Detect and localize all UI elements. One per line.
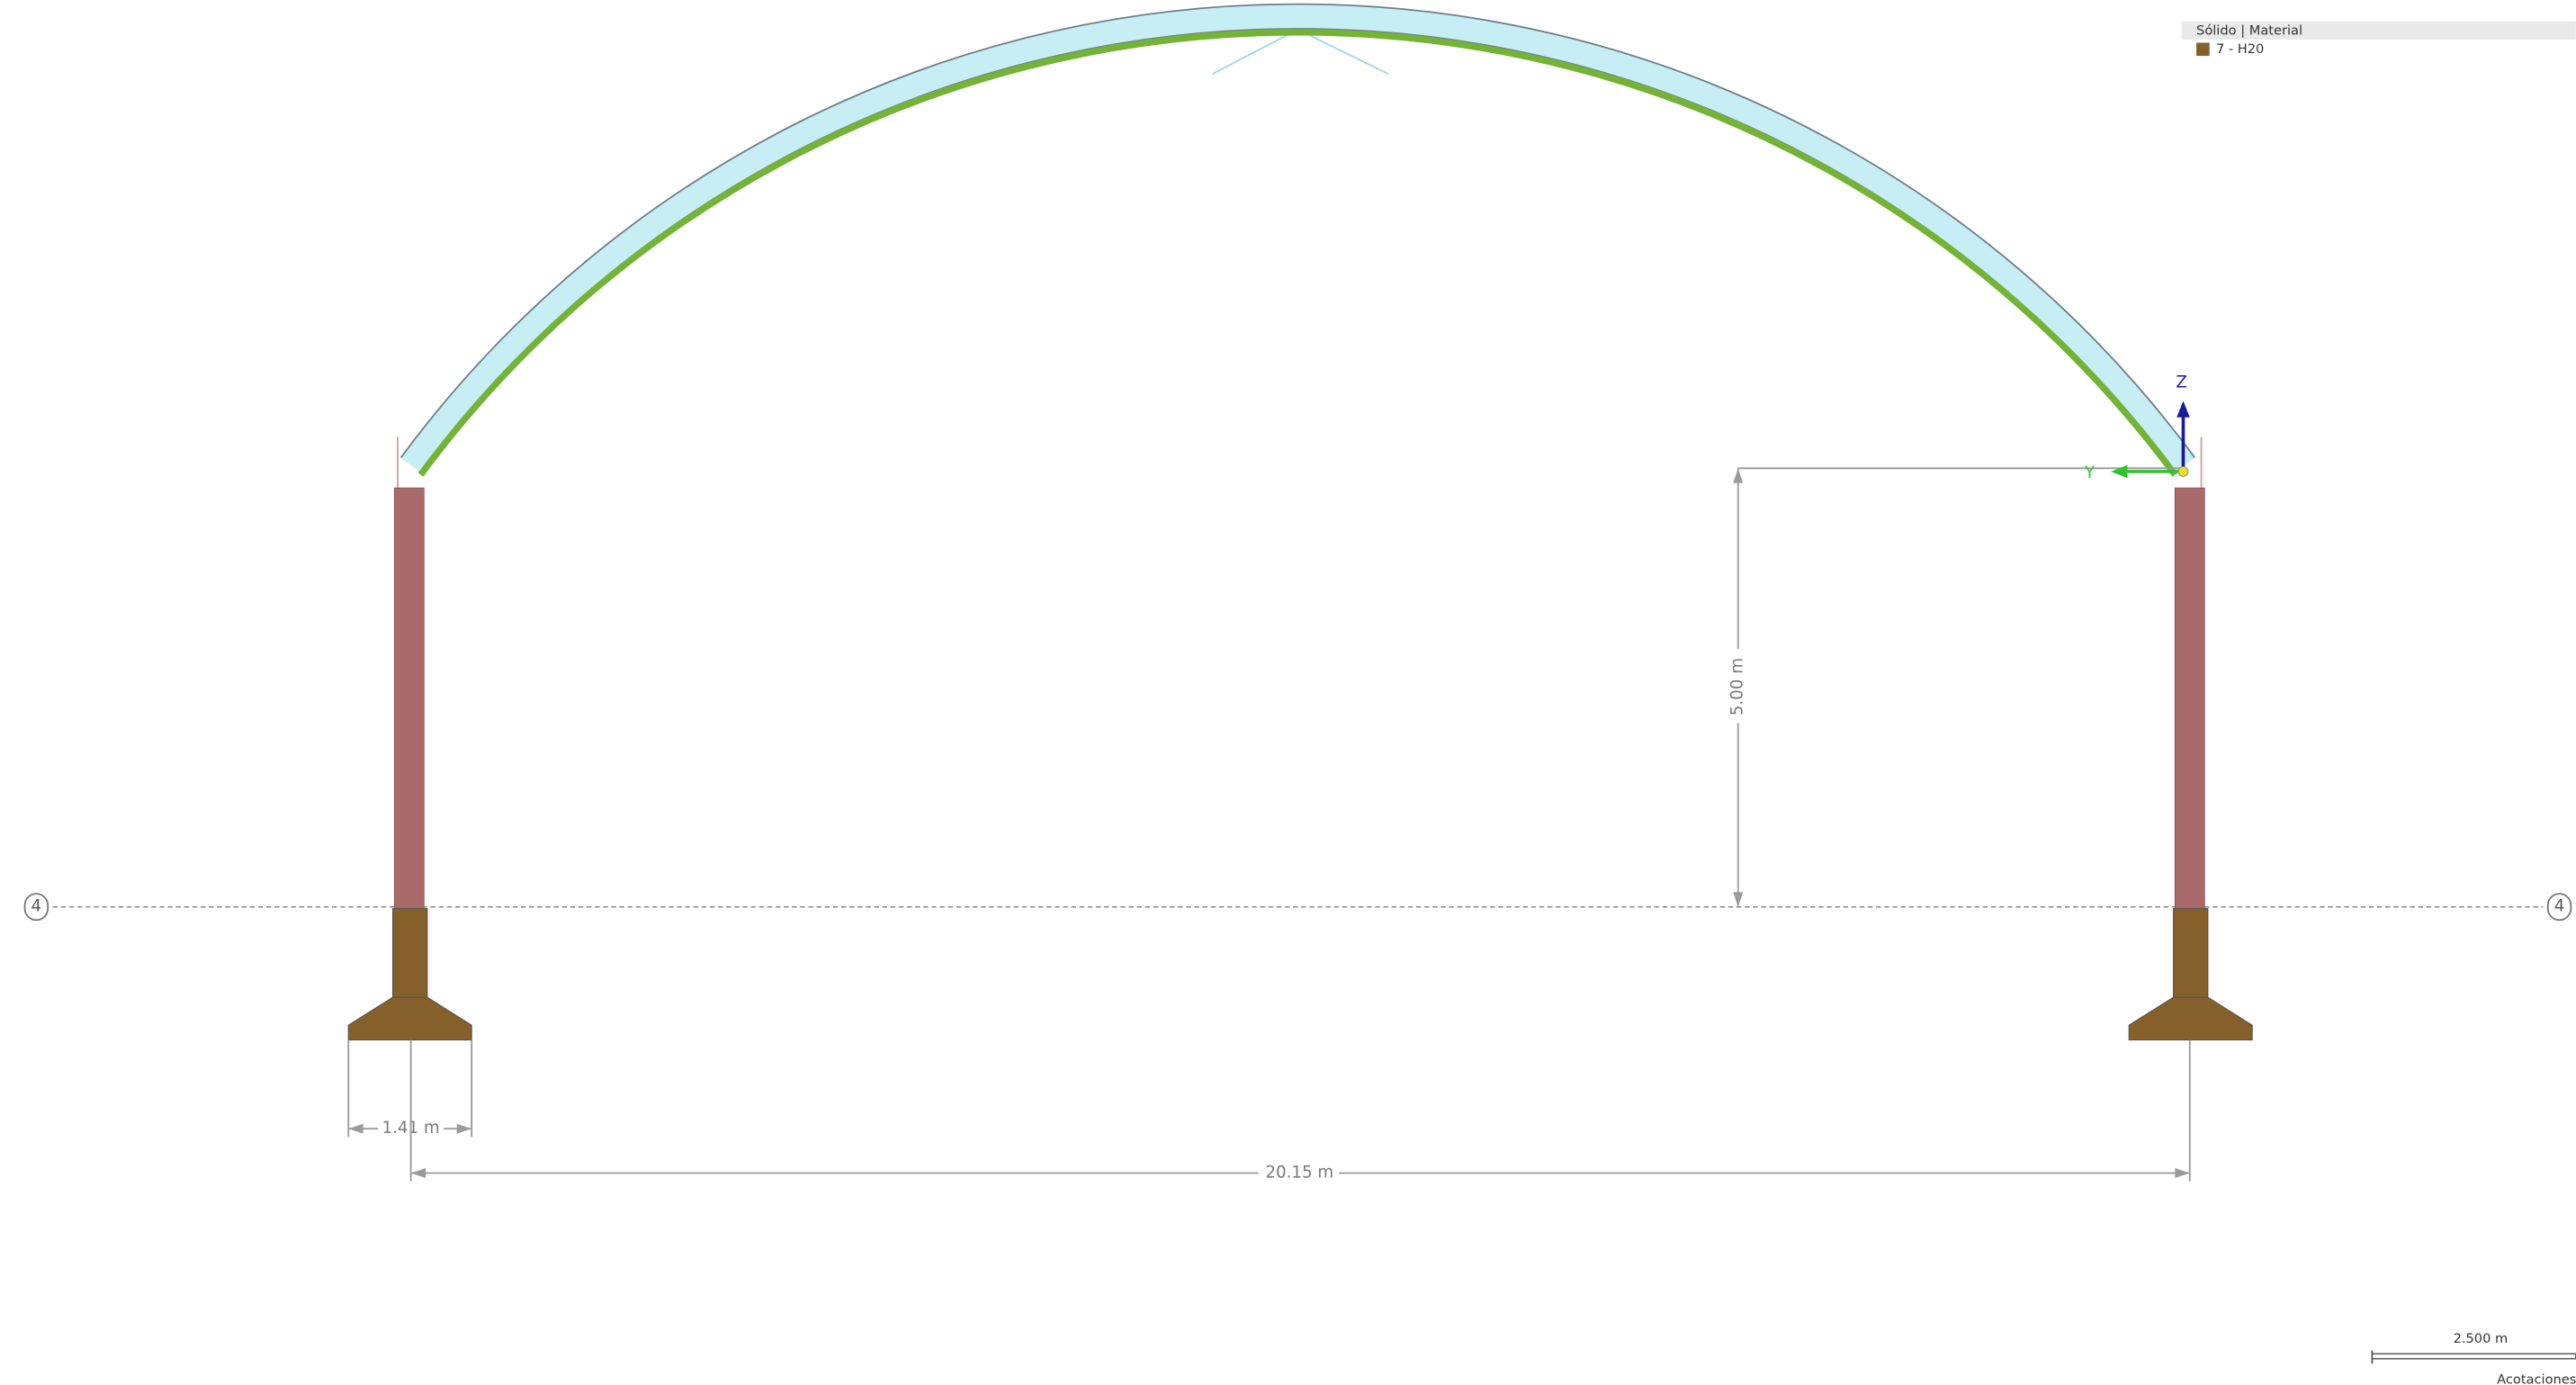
dimension-label: 20.15 m	[1265, 1163, 1333, 1182]
dimension-height: 5.00 m	[1728, 467, 2186, 907]
arrowheads	[348, 1123, 472, 1134]
footing	[2128, 996, 2253, 1041]
legend-swatch	[2196, 42, 2210, 57]
dimension-span: 20.15 m	[409, 1039, 2191, 1182]
arch-edge	[417, 29, 2178, 477]
arch	[401, 4, 2195, 472]
column	[393, 487, 425, 910]
origin	[2177, 466, 2189, 477]
legend-header-bg	[2181, 21, 2576, 40]
grid-label: 4	[2554, 897, 2565, 916]
grid-label: 4	[31, 897, 42, 916]
z-label: Z	[2176, 373, 2187, 391]
scale-label: 2.500 m	[2454, 1331, 2509, 1346]
scale-bar-rect	[2371, 1353, 2576, 1360]
dimension-label: 5.00 m	[1728, 658, 1747, 715]
column	[2174, 487, 2205, 910]
y-arrow	[2111, 464, 2128, 479]
legend: Sólido | Material 7 - H20	[2181, 21, 2576, 57]
axis-triad: Z Y	[2084, 373, 2190, 482]
footing-pedestal	[391, 908, 428, 998]
grid-bubble	[23, 893, 49, 922]
legend-header: Sólido | Material	[2196, 23, 2302, 39]
footer-label: Acotaciones	[2497, 1372, 2576, 1385]
support-line	[1212, 29, 1298, 75]
footing-pedestal	[2172, 908, 2209, 998]
grid-bubble	[2546, 893, 2572, 922]
support-line	[1297, 29, 1389, 75]
z-arrow	[2177, 400, 2190, 418]
y-label: Y	[2084, 463, 2096, 482]
legend-item: 7 - H20	[2216, 41, 2264, 57]
